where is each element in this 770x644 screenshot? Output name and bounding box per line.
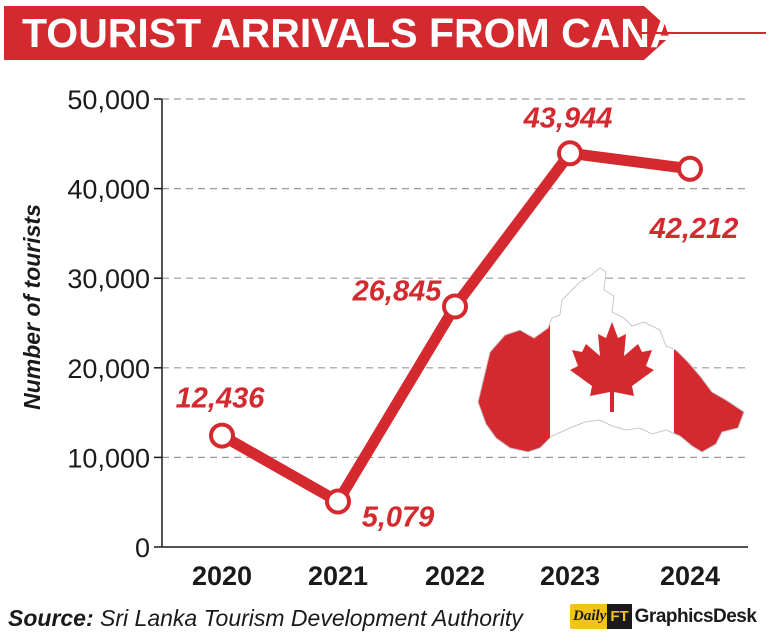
logo-graphicsdesk: GraphicsDesk (634, 605, 757, 627)
data-label: 42,212 (649, 213, 739, 245)
data-label: 5,079 (362, 501, 435, 533)
x-tick-label: 2020 (192, 561, 252, 591)
x-tick-label: 2024 (660, 561, 720, 591)
y-tick-label: 0 (135, 533, 150, 563)
x-tick-label: 2022 (425, 561, 485, 591)
canada-map-decoration (477, 267, 745, 453)
maple-leaf-icon (570, 322, 654, 412)
data-point (442, 293, 468, 320)
data-point (209, 422, 235, 449)
x-tick-label: 2021 (308, 561, 368, 591)
chart-title: TOURIST ARRIVALS FROM CANADA (22, 10, 739, 56)
data-point (677, 155, 703, 182)
y-tick-label: 20,000 (67, 354, 150, 384)
data-point (557, 140, 583, 167)
data-label: 26,845 (352, 275, 443, 307)
y-tick-label: 50,000 (67, 85, 150, 115)
source-label: Source: (8, 605, 94, 631)
logo-daily: Daily (570, 604, 610, 629)
y-axis-label: Number of tourists (19, 204, 45, 410)
line-chart: 0 10,000 20,000 30,000 40,000 50,000 2020 2021… (19, 85, 748, 591)
source-note: Source: Sri Lanka Tourism Development Au… (8, 598, 523, 638)
logo-ft: FT (607, 604, 632, 629)
y-tick-label: 40,000 (67, 175, 150, 205)
x-tick-label: 2023 (540, 561, 600, 591)
y-tick-label: 10,000 (67, 443, 150, 473)
data-point (325, 488, 351, 515)
data-label: 43,944 (523, 102, 613, 134)
title-banner: TOURIST ARRIVALS FROM CANADA (4, 6, 674, 60)
data-label: 12,436 (176, 383, 266, 415)
title-rule (640, 32, 766, 34)
graphicsdesk-logo: Daily FT GraphicsDesk (570, 604, 757, 634)
y-tick-label: 30,000 (67, 264, 150, 294)
source-text: Sri Lanka Tourism Development Authority (100, 605, 523, 631)
